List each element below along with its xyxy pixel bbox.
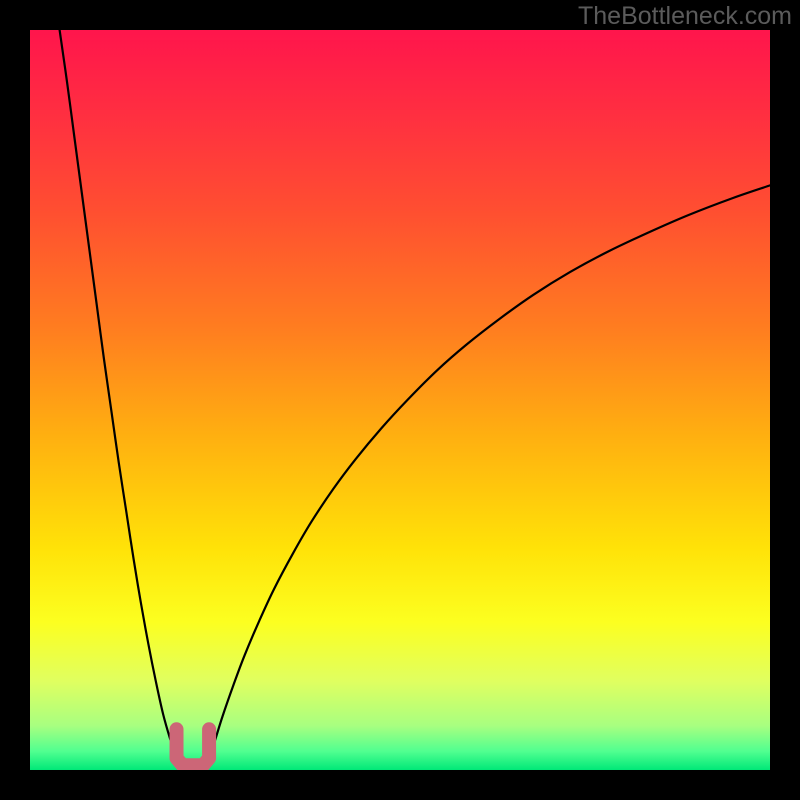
chart-root: TheBottleneck.com [0,0,800,800]
bottleneck-curve-chart [0,0,800,800]
watermark-text: TheBottleneck.com [578,2,792,31]
